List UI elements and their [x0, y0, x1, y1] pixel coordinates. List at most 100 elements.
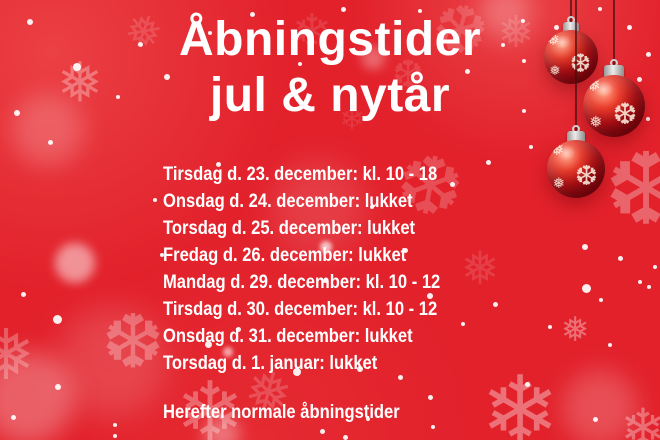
ornament-cap — [604, 64, 624, 78]
ornament-cap — [567, 130, 585, 143]
bokeh-light — [12, 94, 84, 166]
snowflake-icon: ❄ — [339, 102, 365, 137]
snow-dot — [529, 145, 533, 149]
snow-dot — [370, 205, 374, 209]
snow-dot — [204, 340, 212, 348]
snow-dot — [397, 374, 403, 380]
ornament-ball: ❅ ❆ ❅ — [583, 75, 645, 137]
snow-dot — [153, 198, 157, 202]
snow-dot — [293, 368, 301, 376]
snow-dot — [366, 417, 370, 421]
snow-dot — [137, 41, 143, 47]
snow-dot — [20, 291, 26, 297]
snow-dot — [357, 366, 363, 372]
ornament-cap — [562, 21, 580, 33]
bauble-snowflake-pattern: ❅ — [549, 140, 564, 160]
snow-dot — [113, 434, 117, 438]
bokeh-light — [0, 352, 74, 440]
snow-dot — [492, 301, 498, 307]
snow-dot — [461, 322, 465, 326]
snow-dot — [581, 283, 591, 293]
snow-dot — [647, 285, 651, 289]
snow-dot — [638, 280, 642, 284]
snowflake-icon: ❄ — [480, 356, 560, 440]
snow-dot — [14, 110, 20, 116]
snow-dot — [485, 159, 491, 165]
snowflake-icon: ❅ — [56, 50, 104, 115]
snow-dot — [340, 6, 346, 12]
bokeh-light — [562, 370, 638, 440]
title-line-2: jul & nytår — [209, 69, 451, 122]
snowflake-icon: ❅ — [460, 241, 500, 295]
snow-dot — [402, 247, 408, 253]
ornament-string — [570, 0, 572, 24]
snow-dot — [501, 43, 505, 47]
snow-dot — [73, 63, 81, 71]
snowflake-icon: ❆ — [604, 131, 660, 248]
bokeh-light — [320, 241, 332, 253]
snowflake-icon: ❆ — [101, 297, 165, 386]
snowflake-icon: ❄ — [175, 365, 245, 440]
snow-dot — [598, 7, 602, 11]
snow-dot — [582, 244, 588, 250]
schedule-line: Mandag d. 29. december: kl. 10 - 12 — [163, 271, 441, 293]
snow-dot — [617, 255, 623, 261]
snow-dot — [522, 59, 526, 63]
snow-dot — [319, 428, 325, 434]
snow-dot — [464, 68, 470, 74]
snow-dot — [522, 109, 526, 113]
snow-dot — [592, 416, 598, 422]
snow-dot — [298, 62, 302, 66]
snow-dot — [521, 19, 525, 23]
bokeh-light — [270, 160, 366, 256]
schedule-line: Onsdag d. 31. december: lukket — [163, 325, 413, 347]
snow-dot — [164, 74, 170, 80]
snow-dot — [215, 161, 221, 167]
snow-dot — [427, 394, 433, 400]
snowflake-icon: ❅ — [0, 314, 36, 396]
ornament-ball: ❅ ❆ ❅ — [547, 140, 605, 198]
schedule-line: Torsdag d. 25. december: lukket — [163, 217, 416, 239]
bokeh-light — [57, 307, 167, 417]
snow-dot — [427, 293, 433, 299]
bokeh-light — [361, 46, 385, 70]
bauble-snowflake-pattern: ❅ — [552, 176, 565, 193]
snow-dot — [208, 31, 212, 35]
schedule-line: Tirsdag d. 30. december: kl. 10 - 12 — [163, 298, 438, 320]
footer-note: Herefter normale åbningstider — [163, 401, 400, 423]
snowflake-icon: ❄ — [620, 397, 660, 440]
snow-dot — [27, 19, 33, 25]
snow-dot — [249, 11, 255, 17]
snow-dot — [342, 434, 348, 440]
snow-dot — [646, 117, 650, 121]
snow-dot — [418, 9, 422, 13]
snow-dot — [626, 24, 632, 30]
snowflake-icon: ❅ — [497, 7, 535, 58]
snow-dot — [636, 76, 642, 82]
snow-dot — [599, 298, 603, 302]
snow-dot — [524, 381, 530, 387]
snow-dot — [113, 423, 117, 427]
snow-dot — [431, 425, 435, 429]
snow-dot — [55, 384, 61, 390]
snow-dot — [553, 24, 559, 30]
snow-dot — [323, 279, 327, 283]
bokeh-light — [204, 416, 240, 440]
snowflake-icon: ❆ — [392, 52, 424, 96]
snow-dot — [116, 95, 120, 99]
snow-dot — [548, 325, 552, 329]
schedule-line: Onsdag d. 24. december: lukket — [163, 190, 413, 212]
opening-hours-list: Tirsdag d. 23. december: kl. 10 - 18 Onsd… — [163, 161, 440, 377]
bauble-snowflake-pattern: ❆ — [574, 160, 598, 193]
snow-dot — [235, 326, 241, 332]
snow-dot — [160, 253, 164, 257]
snow-dot — [10, 414, 16, 420]
snowflake-icon: ❄ — [291, 4, 333, 60]
ornament-string — [575, 0, 577, 133]
ornament-string — [613, 0, 615, 67]
snow-dot — [608, 343, 612, 347]
snow-dot — [449, 181, 455, 187]
bauble-snowflake-pattern: ❆ — [612, 96, 638, 131]
bokeh-light — [223, 347, 233, 357]
